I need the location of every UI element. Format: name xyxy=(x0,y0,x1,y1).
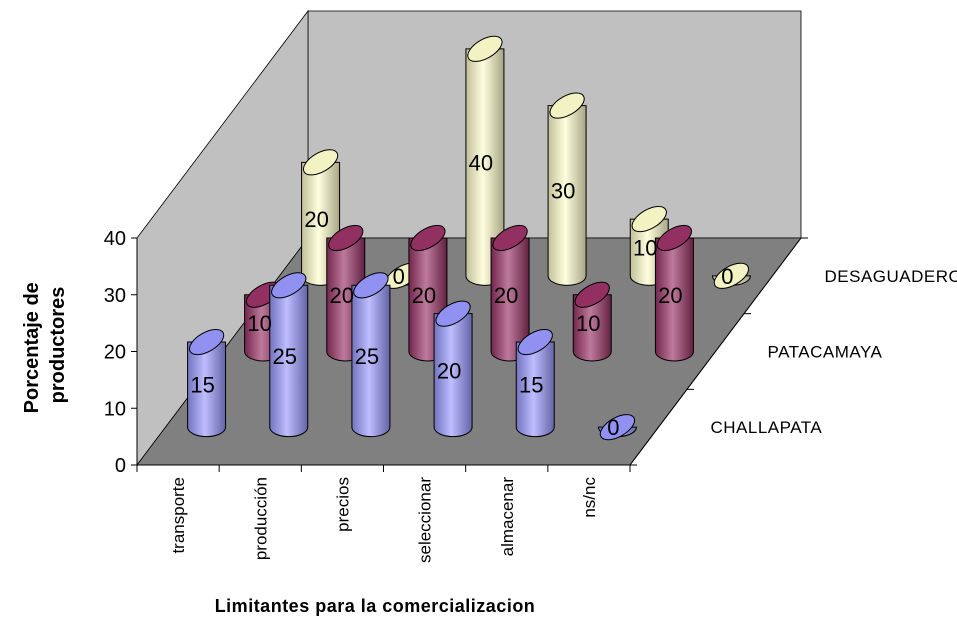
bar-body xyxy=(572,294,612,362)
data-label: 20 xyxy=(304,207,328,232)
bar-top xyxy=(549,92,585,119)
data-label: 10 xyxy=(633,235,657,260)
bar-top xyxy=(353,272,389,299)
series-label: DESAGUADERO xyxy=(825,267,957,286)
bar-top xyxy=(656,224,693,252)
bar-top xyxy=(713,262,750,289)
bar-top xyxy=(574,281,610,308)
bar xyxy=(465,35,505,286)
x-axis-title: Limitantes para la comercializacion xyxy=(215,596,536,616)
series-axis-line xyxy=(629,237,802,466)
x-tick-label: producción xyxy=(251,477,270,560)
data-label: 15 xyxy=(519,373,543,398)
bar-top xyxy=(599,414,636,441)
x-tick-label: precios xyxy=(333,477,352,532)
bar-body xyxy=(187,341,227,438)
data-label: 20 xyxy=(658,283,682,308)
bar-body xyxy=(515,341,555,438)
data-label: 30 xyxy=(551,179,575,204)
bar xyxy=(547,92,587,286)
data-label: 0 xyxy=(607,415,619,440)
bar xyxy=(351,272,391,438)
y-tick-label: 40 xyxy=(104,228,126,250)
data-label: 15 xyxy=(190,373,214,398)
data-label: 0 xyxy=(393,264,405,289)
data-label: 40 xyxy=(469,150,493,175)
y-axis-title-line-1: Porcentaje de xyxy=(21,282,43,413)
y-axis-title: Porcentaje de productores xyxy=(21,277,69,414)
bar-top xyxy=(492,224,528,252)
series-axis: CHALLAPATA PATACAMAYA DESAGUADERO xyxy=(629,237,957,466)
bar-top xyxy=(410,224,446,252)
data-label: 25 xyxy=(273,344,297,369)
y-tick-label: 20 xyxy=(104,342,126,364)
bar-top xyxy=(435,300,471,327)
data-label: 10 xyxy=(576,311,600,336)
bar-body xyxy=(351,284,391,438)
x-tick-label: ns/nc xyxy=(580,477,599,518)
bar xyxy=(490,224,530,362)
bar xyxy=(187,328,227,438)
bar xyxy=(269,272,309,438)
bar-body xyxy=(269,284,309,438)
data-label: 20 xyxy=(330,283,354,308)
x-tick-label: transporte xyxy=(169,477,188,554)
bar-top xyxy=(271,272,307,299)
data-label: 20 xyxy=(437,358,461,383)
bar-top xyxy=(467,35,503,62)
bar xyxy=(572,281,612,362)
series-label: PATACAMAYA xyxy=(768,343,883,362)
y-tick-label: 30 xyxy=(104,285,126,307)
bar xyxy=(654,224,694,362)
bar-top xyxy=(328,224,364,252)
y-tick-label: 10 xyxy=(104,398,126,420)
data-label: 20 xyxy=(494,283,518,308)
data-label: 0 xyxy=(721,264,733,289)
bar-top xyxy=(517,328,553,356)
bar-body xyxy=(547,105,587,286)
data-label: 25 xyxy=(355,344,379,369)
bar xyxy=(433,300,473,438)
bar-top xyxy=(631,206,667,233)
bar-top xyxy=(302,149,339,176)
series-label: CHALLAPATA xyxy=(711,418,823,437)
x-tick-label: almacenar xyxy=(498,477,517,557)
bar-body xyxy=(654,237,694,362)
y-axis-title-line-2: productores xyxy=(47,287,69,404)
bar xyxy=(711,262,751,289)
bar xyxy=(597,414,637,441)
x-axis: transporte producción precios seleccionar al… xyxy=(136,464,631,563)
x-tick-label: seleccionar xyxy=(416,477,435,563)
bar xyxy=(515,328,555,438)
data-label: 20 xyxy=(412,283,436,308)
bar-top xyxy=(188,328,225,356)
data-label: 10 xyxy=(247,311,271,336)
y-axis: 0 10 20 30 40 xyxy=(104,228,138,477)
y-tick-label: 0 xyxy=(115,455,126,477)
bar-body xyxy=(433,313,473,438)
